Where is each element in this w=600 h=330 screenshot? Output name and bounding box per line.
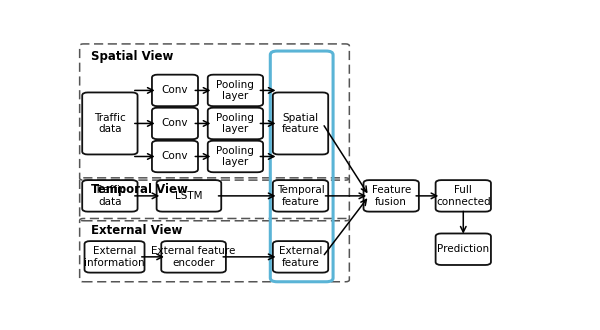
FancyBboxPatch shape [436,234,491,265]
Text: Full
connected: Full connected [436,185,491,207]
Text: Conv: Conv [162,118,188,128]
FancyBboxPatch shape [364,180,419,212]
FancyBboxPatch shape [161,241,226,273]
Text: External
feature: External feature [279,246,322,268]
FancyBboxPatch shape [152,141,198,172]
Text: Spatial
feature: Spatial feature [281,113,319,134]
FancyBboxPatch shape [208,75,263,106]
Text: Traffic
data: Traffic data [94,113,126,134]
FancyBboxPatch shape [82,92,137,154]
Text: Prediction: Prediction [437,244,490,254]
FancyBboxPatch shape [436,180,491,212]
Text: Conv: Conv [162,151,188,161]
FancyBboxPatch shape [273,180,328,212]
FancyBboxPatch shape [208,108,263,139]
FancyBboxPatch shape [85,241,145,273]
FancyBboxPatch shape [82,180,137,212]
FancyBboxPatch shape [157,180,221,212]
Text: Spatial View: Spatial View [91,50,173,63]
FancyBboxPatch shape [152,108,198,139]
Text: Pooling
layer: Pooling layer [217,113,254,134]
FancyBboxPatch shape [273,92,328,154]
FancyBboxPatch shape [273,241,328,273]
Text: Pooling
layer: Pooling layer [217,80,254,101]
FancyBboxPatch shape [152,75,198,106]
Text: Temporal View: Temporal View [91,183,188,196]
Text: External feature
encoder: External feature encoder [151,246,236,268]
Text: Feature
fusion: Feature fusion [371,185,411,207]
FancyBboxPatch shape [208,141,263,172]
Text: Pooling
layer: Pooling layer [217,146,254,167]
Text: External View: External View [91,224,182,237]
Text: External
information: External information [84,246,145,268]
Text: Traffic
data: Traffic data [94,185,126,207]
Text: Temporal
feature: Temporal feature [277,185,325,207]
Text: LSTM: LSTM [175,191,203,201]
Text: Conv: Conv [162,85,188,95]
